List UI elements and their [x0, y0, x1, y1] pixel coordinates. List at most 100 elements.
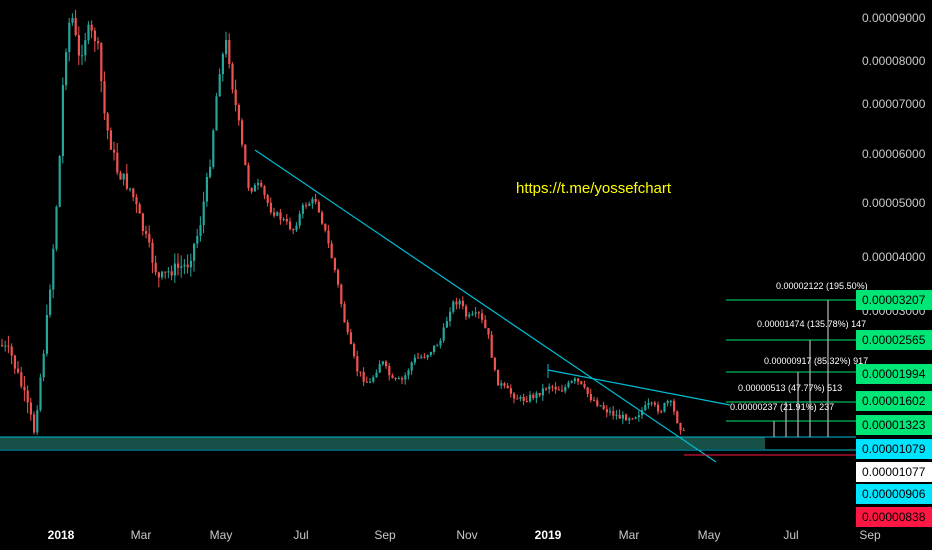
candle-body [474, 312, 477, 314]
candle-body [673, 401, 676, 412]
candle-body [570, 381, 573, 383]
candle-body [106, 113, 109, 131]
x-tick-label: Jul [783, 528, 798, 542]
candle-body [13, 355, 16, 369]
candle-body [167, 271, 170, 273]
candle-body [461, 300, 464, 307]
projection-labels: 0.00002122 (195.50%) 0.00001474 (135.78%)… [730, 281, 868, 412]
annotation-link[interactable]: https://t.me/yossefchart [516, 180, 672, 197]
candle-body [55, 206, 58, 249]
candle-body [177, 263, 180, 268]
price-tag-label: 0.00001994 [862, 367, 926, 381]
candle-body [567, 382, 570, 387]
candle-body [23, 386, 26, 391]
candle-body [49, 289, 52, 315]
candle-body [282, 219, 285, 221]
candle-body [573, 378, 576, 382]
price-tag-label: 0.00003207 [862, 293, 926, 307]
x-tick-label: May [698, 528, 721, 542]
x-tick-label: Jul [293, 528, 308, 542]
candle-body [433, 345, 436, 352]
candle-body [525, 400, 528, 402]
candle-body [397, 378, 400, 380]
candle-body [452, 301, 455, 312]
candle-body [381, 361, 384, 365]
candle-body [257, 182, 260, 186]
price-tag [856, 439, 932, 459]
candle-body [109, 130, 112, 150]
price-tag-label: 0.00000906 [862, 487, 926, 501]
candle-body [327, 230, 330, 244]
candles-layer [1, 9, 685, 436]
resistance-trendline [547, 369, 731, 406]
candle-body [423, 356, 426, 358]
y-tick-label: 0.00005000 [862, 196, 926, 210]
price-tag-label: 0.00001077 [862, 465, 926, 479]
candle-body [365, 381, 368, 383]
candle-body [138, 204, 141, 214]
candle-body [58, 156, 61, 207]
candle-body [506, 385, 509, 389]
candle-body [260, 182, 263, 187]
candle-body [417, 357, 420, 359]
candle-body [497, 369, 500, 386]
candle-body [529, 394, 532, 402]
y-tick-label: 0.00007000 [862, 97, 926, 111]
candle-body [602, 405, 605, 410]
candle-body [161, 271, 164, 278]
projection-label: 0.00000237 (21.91%) 237 [730, 402, 834, 412]
candle-body [87, 24, 90, 41]
price-tag [856, 462, 932, 482]
candle-body [173, 263, 176, 276]
candle-body [561, 390, 564, 392]
candle-body [618, 414, 621, 419]
candle-body [292, 229, 295, 231]
candle-body [580, 381, 583, 384]
candle-body [52, 248, 55, 290]
candle-body [199, 225, 202, 237]
x-tick-label: Sep [374, 528, 396, 542]
candle-body [394, 378, 397, 380]
price-tag-label: 0.00001323 [862, 418, 926, 432]
candle-body [407, 370, 410, 376]
candle-body [663, 403, 666, 412]
candle-body [36, 410, 39, 433]
candle-body [116, 152, 119, 173]
candle-body [225, 40, 228, 55]
candle-body [401, 378, 404, 380]
candle-body [100, 43, 103, 82]
price-tag [856, 290, 932, 310]
candle-body [113, 149, 116, 153]
candle-body [439, 340, 442, 346]
candle-body [301, 205, 304, 214]
candle-body [74, 18, 77, 36]
candle-body [548, 386, 551, 390]
candle-body [186, 264, 189, 268]
price-tag [856, 484, 932, 504]
price-tag [856, 364, 932, 384]
candle-body [10, 346, 13, 356]
candle-body [647, 402, 650, 406]
x-tick-label: Mar [131, 528, 152, 542]
candle-body [221, 54, 224, 75]
candle-body [193, 243, 196, 261]
candle-body [183, 264, 186, 267]
candle-body [84, 40, 87, 56]
x-axis: 2018 Mar May Jul Sep Nov 2019 Mar May Jul Sep [48, 528, 881, 542]
x-tick-label: Nov [456, 528, 477, 542]
candle-body [634, 417, 637, 419]
candle-body [196, 236, 199, 244]
candle-body [317, 201, 320, 213]
candle-body [458, 300, 461, 305]
candle-body [269, 202, 272, 213]
candle-body [170, 271, 173, 276]
candle-body [509, 388, 512, 394]
candle-body [522, 397, 525, 401]
candle-body [516, 398, 519, 400]
candle-body [218, 74, 221, 97]
candle-body [305, 205, 308, 207]
candle-body [353, 343, 356, 357]
candle-body [244, 144, 247, 166]
